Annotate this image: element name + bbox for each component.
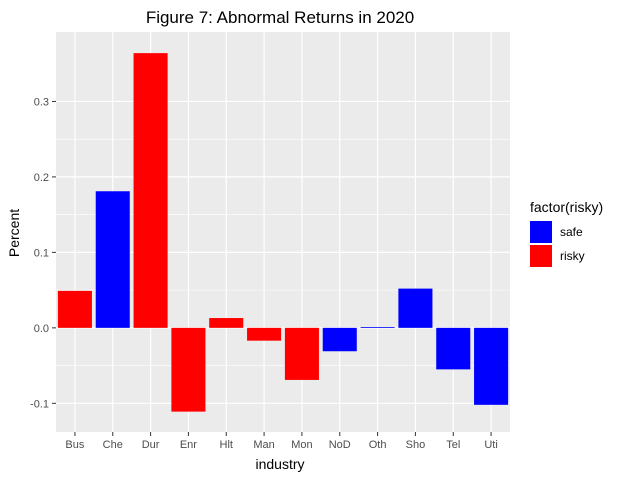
x-tick-label: Mon <box>291 439 312 451</box>
x-tick-label: Uti <box>484 439 497 451</box>
x-axis-title: industry <box>255 456 304 472</box>
x-tick-label: Che <box>103 439 123 451</box>
bar-sho <box>398 288 433 328</box>
x-tick-label: Bus <box>65 439 84 451</box>
bar-bus <box>57 290 92 328</box>
legend-swatch-safe <box>530 221 552 243</box>
y-axis-title: Percent <box>6 209 22 257</box>
x-tick-label: Oth <box>369 439 387 451</box>
x-tick-label: Dur <box>142 439 160 451</box>
bar-enr <box>171 327 206 412</box>
bar-uti <box>474 327 509 405</box>
bar-che <box>95 191 130 328</box>
x-axis-ticks: Bus Che Dur Enr Hlt Man Mon NoD Oth Sho Tel Uti <box>65 432 498 451</box>
bar-tel <box>436 327 471 370</box>
bar-hlt <box>209 318 244 328</box>
legend-entries: safe risky <box>530 221 585 267</box>
bar-man <box>247 327 282 341</box>
bars <box>57 53 509 412</box>
x-tick-label: Man <box>253 439 274 451</box>
legend-label-risky: risky <box>560 249 585 263</box>
y-tick-label: 0.1 <box>34 247 49 259</box>
bar-mon <box>284 327 319 380</box>
y-tick-label: 0.0 <box>34 323 49 335</box>
legend: factor(risky) safe risky <box>530 199 603 267</box>
y-tick-label: 0.2 <box>34 172 49 184</box>
chart-title: Figure 7: Abnormal Returns in 2020 <box>146 8 414 27</box>
y-tick-label: -0.1 <box>30 398 49 410</box>
bar-oth <box>360 327 395 328</box>
y-axis-ticks: -0.1 0.0 0.1 0.2 0.3 <box>30 96 56 410</box>
legend-swatch-risky <box>530 245 552 267</box>
grid-minor <box>56 138 510 366</box>
bar-nod <box>322 327 357 352</box>
x-tick-label: Sho <box>406 439 426 451</box>
y-tick-label: 0.3 <box>34 96 49 108</box>
legend-label-safe: safe <box>560 225 583 239</box>
x-tick-label: Tel <box>446 439 460 451</box>
x-tick-label: NoD <box>329 439 351 451</box>
legend-title: factor(risky) <box>530 199 603 215</box>
x-tick-label: Enr <box>180 439 197 451</box>
bar-dur <box>133 53 168 328</box>
x-tick-label: Hlt <box>220 439 233 451</box>
